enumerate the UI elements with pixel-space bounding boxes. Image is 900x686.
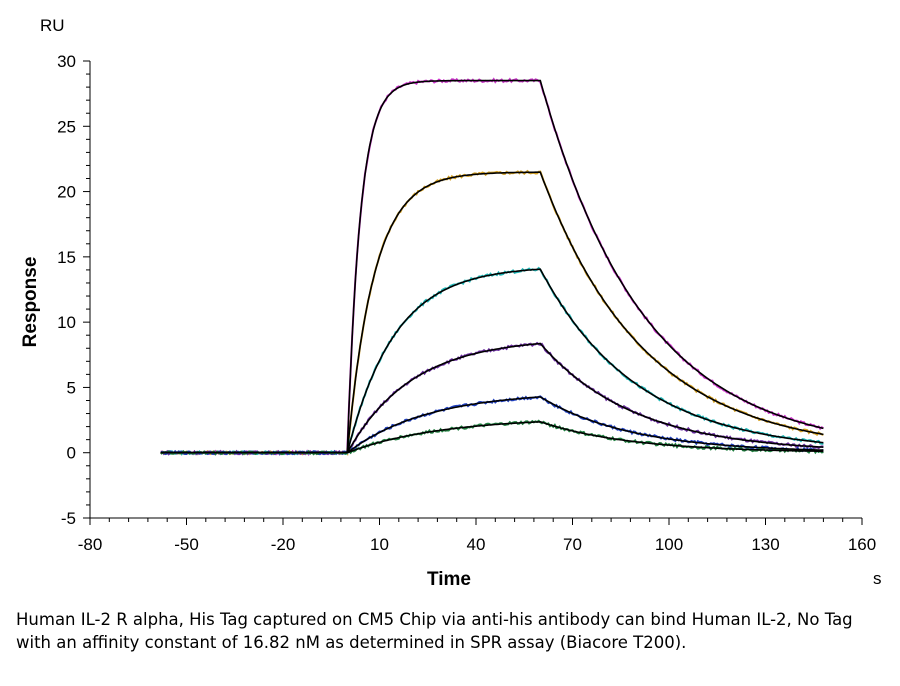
fit-curve (160, 79, 824, 454)
x-tick-label: -50 (174, 535, 199, 554)
y-tick-label: 5 (67, 378, 76, 397)
y-unit-label: RU (40, 16, 65, 35)
measured-curve (160, 169, 824, 456)
x-tick-label: 100 (655, 535, 683, 554)
x-tick-label: 70 (563, 535, 582, 554)
y-tick-label: 30 (57, 52, 76, 71)
y-tick-label: 25 (57, 117, 76, 136)
fit-curve (160, 171, 824, 454)
y-axis-title: Response (20, 257, 41, 348)
x-tick-label: -20 (271, 535, 296, 554)
x-tick-label: 40 (467, 535, 486, 554)
y-tick-label: 15 (57, 248, 76, 267)
x-tick-label: 10 (370, 535, 389, 554)
x-unit-label: s (873, 569, 882, 588)
x-axis-title: Time (427, 569, 471, 590)
x-tick-label: 160 (848, 535, 876, 554)
y-tick-label: -5 (61, 509, 76, 528)
figure-caption: Human IL-2 R alpha, His Tag captured on … (16, 610, 853, 652)
y-tick-label: 10 (57, 313, 76, 332)
x-tick-label: -80 (78, 535, 103, 554)
x-tick-label: 130 (751, 535, 779, 554)
y-tick-label: 20 (57, 183, 76, 202)
fit-curve (160, 420, 824, 454)
measured-curve (160, 266, 824, 456)
measured-curve (160, 77, 824, 457)
y-tick-label: 0 (67, 444, 76, 463)
plot-area (160, 77, 824, 457)
fit-curve (160, 342, 824, 454)
